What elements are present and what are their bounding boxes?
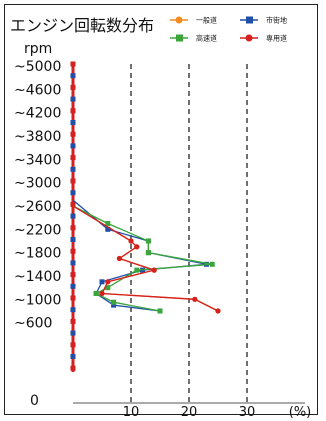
x-tick-label: 10 bbox=[123, 405, 140, 420]
x-tick-label: 30 bbox=[239, 405, 256, 420]
chart-title: エンジン回転数分布 bbox=[10, 16, 154, 35]
zero-column-marker bbox=[70, 225, 76, 231]
y-tick-label: ~2200 bbox=[14, 222, 61, 238]
series-point bbox=[93, 290, 99, 296]
zero-column-marker bbox=[70, 283, 76, 289]
series-point bbox=[145, 238, 151, 244]
y-tick-label: ~1000 bbox=[14, 292, 61, 308]
y-tick-labels: ~5000 ~4600 ~4200 ~3800 ~3400 ~3000 ~2600 ~2200… bbox=[14, 59, 61, 409]
series-point bbox=[116, 255, 122, 262]
zero-column-marker bbox=[70, 307, 76, 313]
zero-column-marker bbox=[70, 213, 76, 219]
zero-column-marker bbox=[70, 61, 76, 67]
zero-column-marker bbox=[70, 260, 76, 266]
series-point bbox=[105, 279, 111, 285]
zero-column-marker bbox=[70, 155, 76, 161]
zero-column-marker bbox=[70, 201, 76, 207]
legend-label: 高速道 bbox=[196, 34, 217, 43]
y-tick-label: ~1800 bbox=[14, 246, 61, 262]
series-point bbox=[145, 250, 151, 256]
series-point bbox=[111, 302, 117, 308]
series-line bbox=[72, 205, 213, 312]
legend-swatch-marker bbox=[175, 16, 183, 24]
series-point bbox=[215, 308, 221, 314]
y-axis-strip bbox=[70, 61, 76, 372]
zero-column-marker bbox=[70, 354, 76, 359]
legend-label: 専用道 bbox=[266, 34, 287, 43]
series-point bbox=[128, 238, 134, 244]
zero-column-marker bbox=[70, 73, 76, 79]
y-tick-label: ~3400 bbox=[14, 152, 61, 168]
series-point bbox=[105, 220, 111, 226]
zero-column-marker bbox=[70, 318, 76, 324]
y-tick-label: ~3000 bbox=[14, 176, 61, 192]
series-point bbox=[99, 279, 105, 285]
zero-column-marker bbox=[70, 237, 76, 242]
zero-column-marker bbox=[70, 342, 76, 348]
zero-column-marker bbox=[70, 84, 76, 90]
x-tick-labels: 10 20 30 (%) bbox=[123, 405, 312, 420]
series-point bbox=[151, 267, 157, 273]
zero-column-marker bbox=[70, 96, 76, 102]
zero-column-marker bbox=[70, 365, 76, 371]
x-gridlines bbox=[73, 64, 305, 404]
series-point bbox=[105, 285, 111, 291]
legend-label: 市街地 bbox=[266, 16, 287, 25]
y-tick-label: ~2600 bbox=[14, 199, 61, 215]
zero-column-marker bbox=[70, 248, 76, 254]
series-point bbox=[105, 226, 111, 232]
series-point bbox=[99, 290, 105, 297]
zero-column-marker bbox=[70, 272, 76, 278]
zero-column-marker bbox=[70, 131, 76, 137]
x-tick-label: 20 bbox=[181, 405, 198, 420]
series-point bbox=[134, 267, 140, 273]
y-tick-label: ~1400 bbox=[14, 269, 61, 285]
zero-column-marker bbox=[70, 330, 76, 336]
zero-column-marker bbox=[70, 108, 76, 114]
legend-swatch-marker bbox=[176, 34, 183, 42]
series-point bbox=[192, 296, 198, 302]
series-point bbox=[134, 244, 140, 250]
legend-swatch-marker bbox=[246, 16, 253, 24]
zero-column-marker bbox=[70, 178, 76, 184]
legend-swatch-marker bbox=[245, 34, 253, 42]
zero-column-marker bbox=[70, 190, 76, 196]
series-point bbox=[157, 308, 163, 314]
y-tick-label: ~4200 bbox=[14, 106, 61, 122]
y-tick-label: ~4600 bbox=[14, 82, 61, 98]
legend-label: 一般道 bbox=[196, 16, 217, 25]
series-lines bbox=[72, 199, 221, 314]
zero-column-marker bbox=[70, 143, 76, 149]
chart-frame bbox=[4, 4, 318, 415]
series-point bbox=[209, 261, 215, 267]
y-tick-label: ~5000 bbox=[14, 59, 61, 75]
y-tick-label: ~3800 bbox=[14, 129, 61, 145]
zero-column-marker bbox=[70, 295, 76, 301]
zero-column-marker bbox=[70, 166, 76, 172]
zero-column-marker bbox=[70, 120, 76, 125]
y-tick-label: ~600 bbox=[14, 316, 52, 332]
x-tick-label: (%) bbox=[289, 405, 312, 420]
unit-label: rpm bbox=[24, 41, 52, 57]
y-tick-label: 0 bbox=[30, 393, 39, 409]
series-point bbox=[111, 299, 117, 305]
